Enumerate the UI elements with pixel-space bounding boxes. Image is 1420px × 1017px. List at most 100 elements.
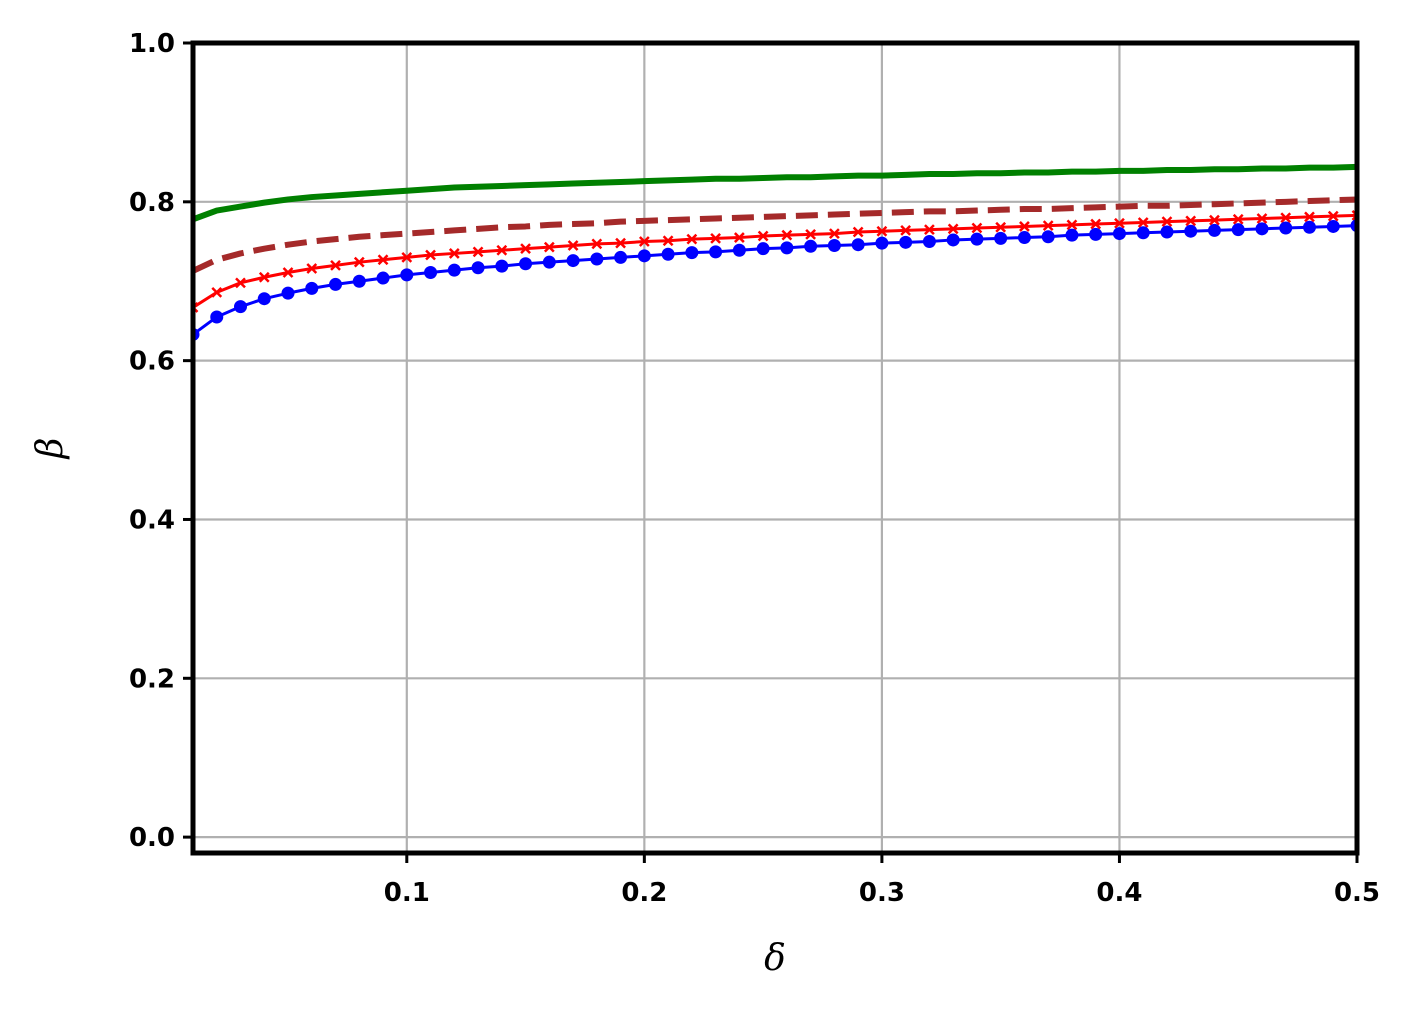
data-point [875,236,889,250]
data-point [661,247,675,261]
data-point [1207,223,1221,237]
data-point [637,249,651,263]
data-point [686,233,698,245]
data-point [1326,219,1340,233]
series-1 [193,163,1357,223]
grid [193,41,1359,853]
data-point [756,242,770,256]
ticks: 0.1 0.2 0.3 0.4 0.5 0.0 0.2 0.4 0.6 0.8 1.0 [129,29,1380,908]
data-point [543,241,555,253]
x-tick-label: 0.5 [1334,878,1380,908]
data-point [1019,221,1030,232]
data-point [757,230,769,242]
data-point [615,237,626,249]
data-point [995,221,1007,233]
data-point [1185,215,1197,227]
series-line [193,196,1357,274]
x-tick-label: 0.3 [859,878,905,908]
data-point [662,235,674,247]
data-point [495,259,509,273]
data-point [1066,219,1078,231]
series-line [193,224,1357,336]
series-line [193,213,1357,309]
data-point [282,267,294,278]
data-point [1042,220,1054,232]
data-point [1351,209,1357,221]
data-point [1279,221,1293,235]
series-3 [193,209,1357,313]
data-point [851,238,865,252]
x-tick-label: 0.4 [1096,878,1142,908]
y-tick-label: 0.8 [129,188,175,218]
data-point [1280,212,1292,224]
data-point [1041,230,1055,244]
data-point [947,223,959,235]
series-4 [193,219,1357,341]
data-point [1090,218,1102,230]
data-point [329,277,343,291]
data-point [1255,222,1269,236]
data-point [496,244,508,256]
data-point [1065,228,1079,242]
data-point [235,277,246,289]
data-point [1017,231,1031,245]
data-point [353,256,365,268]
data-point [827,239,841,252]
data-point [1160,225,1174,239]
data-point [1161,216,1173,228]
series-group [193,163,1357,341]
data-point [424,266,438,279]
y-tick-label: 0.2 [129,664,175,694]
series-line [193,163,1357,223]
data-point [733,232,745,243]
data-point [305,281,319,295]
data-point [519,257,533,271]
data-point [590,252,604,266]
data-point [211,286,223,298]
data-point [306,263,318,274]
data-point [1209,214,1220,226]
data-point [971,222,983,234]
plot-frame [190,40,1360,856]
data-point [330,259,341,271]
data-point [805,228,817,240]
y-tick-label: 0.6 [129,347,175,377]
data-point [471,261,485,275]
data-point [780,241,794,255]
data-point [710,232,721,244]
x-tick-label: 0.2 [621,878,667,908]
data-point [709,245,723,259]
data-point [520,243,531,255]
data-point [376,271,390,285]
data-point [1327,210,1339,222]
data-point [448,248,460,259]
data-point [567,240,579,251]
data-point [210,310,224,324]
data-point [638,236,650,247]
data-point [781,229,793,241]
data-point [425,249,436,261]
data-point [281,286,295,300]
data-point [970,232,984,246]
data-point [1304,211,1315,223]
data-point [542,255,556,269]
data-point [924,224,935,236]
data-point [922,235,936,249]
data-point [193,302,199,313]
data-point [804,239,818,253]
y-tick-label: 0.4 [129,505,175,535]
data-point [591,238,603,250]
data-point [732,243,746,257]
y-axis-label: β [30,438,71,461]
data-point [829,228,840,239]
data-point [1302,220,1316,234]
data-point [1089,227,1103,241]
data-point [1231,223,1245,237]
data-point [614,250,628,264]
data-point [1137,217,1149,228]
data-point [685,246,699,260]
series-2 [193,196,1357,274]
y-tick-label: 0.0 [129,823,175,853]
data-point [234,300,248,314]
